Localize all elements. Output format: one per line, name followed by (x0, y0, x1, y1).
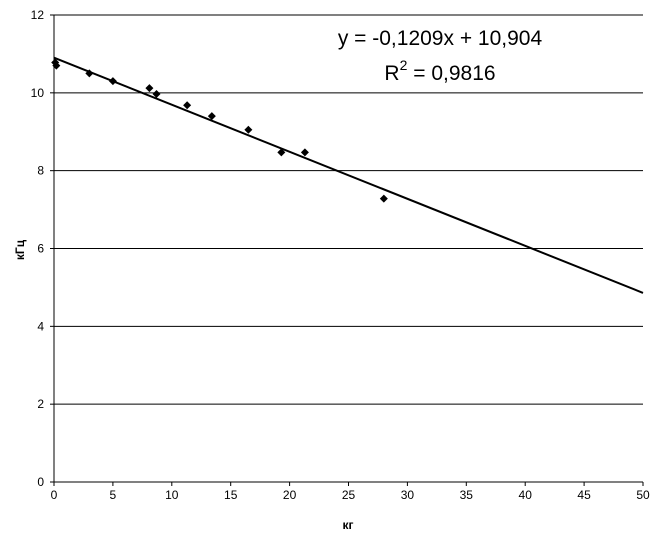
data-point-3 (108, 77, 117, 86)
data-point-11 (379, 194, 388, 203)
x-tick-label: 5 (110, 488, 117, 502)
data-point-2 (85, 69, 94, 78)
x-axis-label: кг (342, 518, 353, 532)
y-tick-label: 4 (37, 319, 44, 333)
r-squared-superscript: 2 (400, 57, 408, 73)
x-tick-label: 50 (636, 488, 650, 502)
r-squared-label: R (384, 62, 399, 85)
trendline (53, 56, 644, 294)
y-tick-label: 2 (37, 397, 44, 411)
x-tick-label: 0 (51, 488, 58, 502)
y-tick-label: 6 (37, 242, 44, 256)
data-point-9 (277, 148, 286, 157)
data-point-10 (300, 148, 309, 157)
y-tick-label: 12 (31, 8, 45, 22)
data-point-6 (183, 101, 192, 110)
x-tick-label: 10 (165, 488, 179, 502)
data-point-4 (145, 84, 154, 93)
data-point-5 (152, 90, 161, 99)
x-tick-label: 30 (401, 488, 415, 502)
x-tick-label: 35 (460, 488, 474, 502)
r-squared-value: = 0,9816 (407, 62, 495, 85)
data-point-1 (52, 61, 61, 70)
data-point-7 (207, 112, 216, 121)
x-tick-label: 20 (283, 488, 297, 502)
y-tick-label: 8 (37, 164, 44, 178)
x-tick-label: 40 (519, 488, 533, 502)
trend-equation: y = -0,1209x + 10,904 (338, 27, 543, 50)
x-tick-label: 15 (224, 488, 238, 502)
y-axis-label: кГц (13, 239, 27, 260)
x-tick-label: 45 (577, 488, 591, 502)
r-squared: R2 = 0,9816 (384, 57, 495, 85)
y-tick-label: 10 (31, 86, 45, 100)
data-point-8 (244, 125, 253, 134)
gridlines (54, 14, 643, 405)
x-axis-ticks: 0 5 10 15 20 25 30 35 40 45 50 (51, 482, 650, 502)
y-axis-ticks: 0 2 4 6 8 10 12 (31, 8, 54, 489)
y-tick-label: 0 (37, 475, 44, 489)
x-tick-label: 25 (342, 488, 356, 502)
data-points (51, 58, 388, 203)
